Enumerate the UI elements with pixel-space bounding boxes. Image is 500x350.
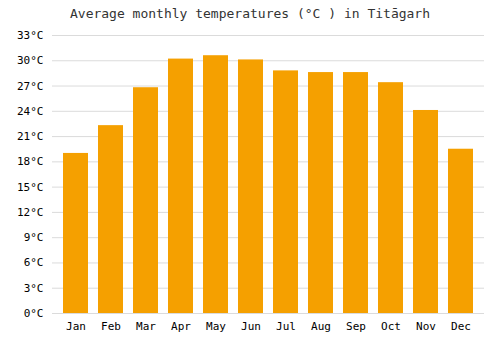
svg-text:Apr: Apr [171, 320, 191, 333]
svg-text:6°C: 6°C [24, 256, 44, 269]
svg-text:Jun: Jun [241, 320, 261, 333]
svg-text:Nov: Nov [416, 320, 436, 333]
html-text:Average monthly temperatures (: Average monthly temperatures (°C ) in Ti… [70, 6, 430, 21]
svg-text:3°C: 3°C [24, 282, 44, 295]
svg-text:Dec: Dec [451, 320, 471, 333]
svg-text:Jul: Jul [276, 320, 296, 333]
svg-text:Feb: Feb [101, 320, 121, 333]
svg-text:24°C: 24°C [17, 105, 44, 118]
svg-text:12°C: 12°C [17, 206, 44, 219]
svg-text:27°C: 27°C [17, 80, 44, 93]
svg-text:0°C: 0°C [24, 307, 44, 320]
svg-text:33°C: 33°C [17, 29, 44, 42]
svg-text:Aug: Aug [311, 320, 331, 333]
svg-text:Sep: Sep [346, 320, 366, 333]
svg-text:15°C: 15°C [17, 181, 44, 194]
svg-text:30°C: 30°C [17, 54, 44, 67]
svg-text:Mar: Mar [136, 320, 156, 333]
svg-text:Jan: Jan [66, 320, 86, 333]
svg-text:May: May [206, 320, 226, 333]
svg-text:9°C: 9°C [24, 231, 44, 244]
svg-text:21°C: 21°C [17, 130, 44, 143]
svg-text:Oct: Oct [381, 320, 401, 333]
svg-text:18°C: 18°C [17, 155, 44, 168]
